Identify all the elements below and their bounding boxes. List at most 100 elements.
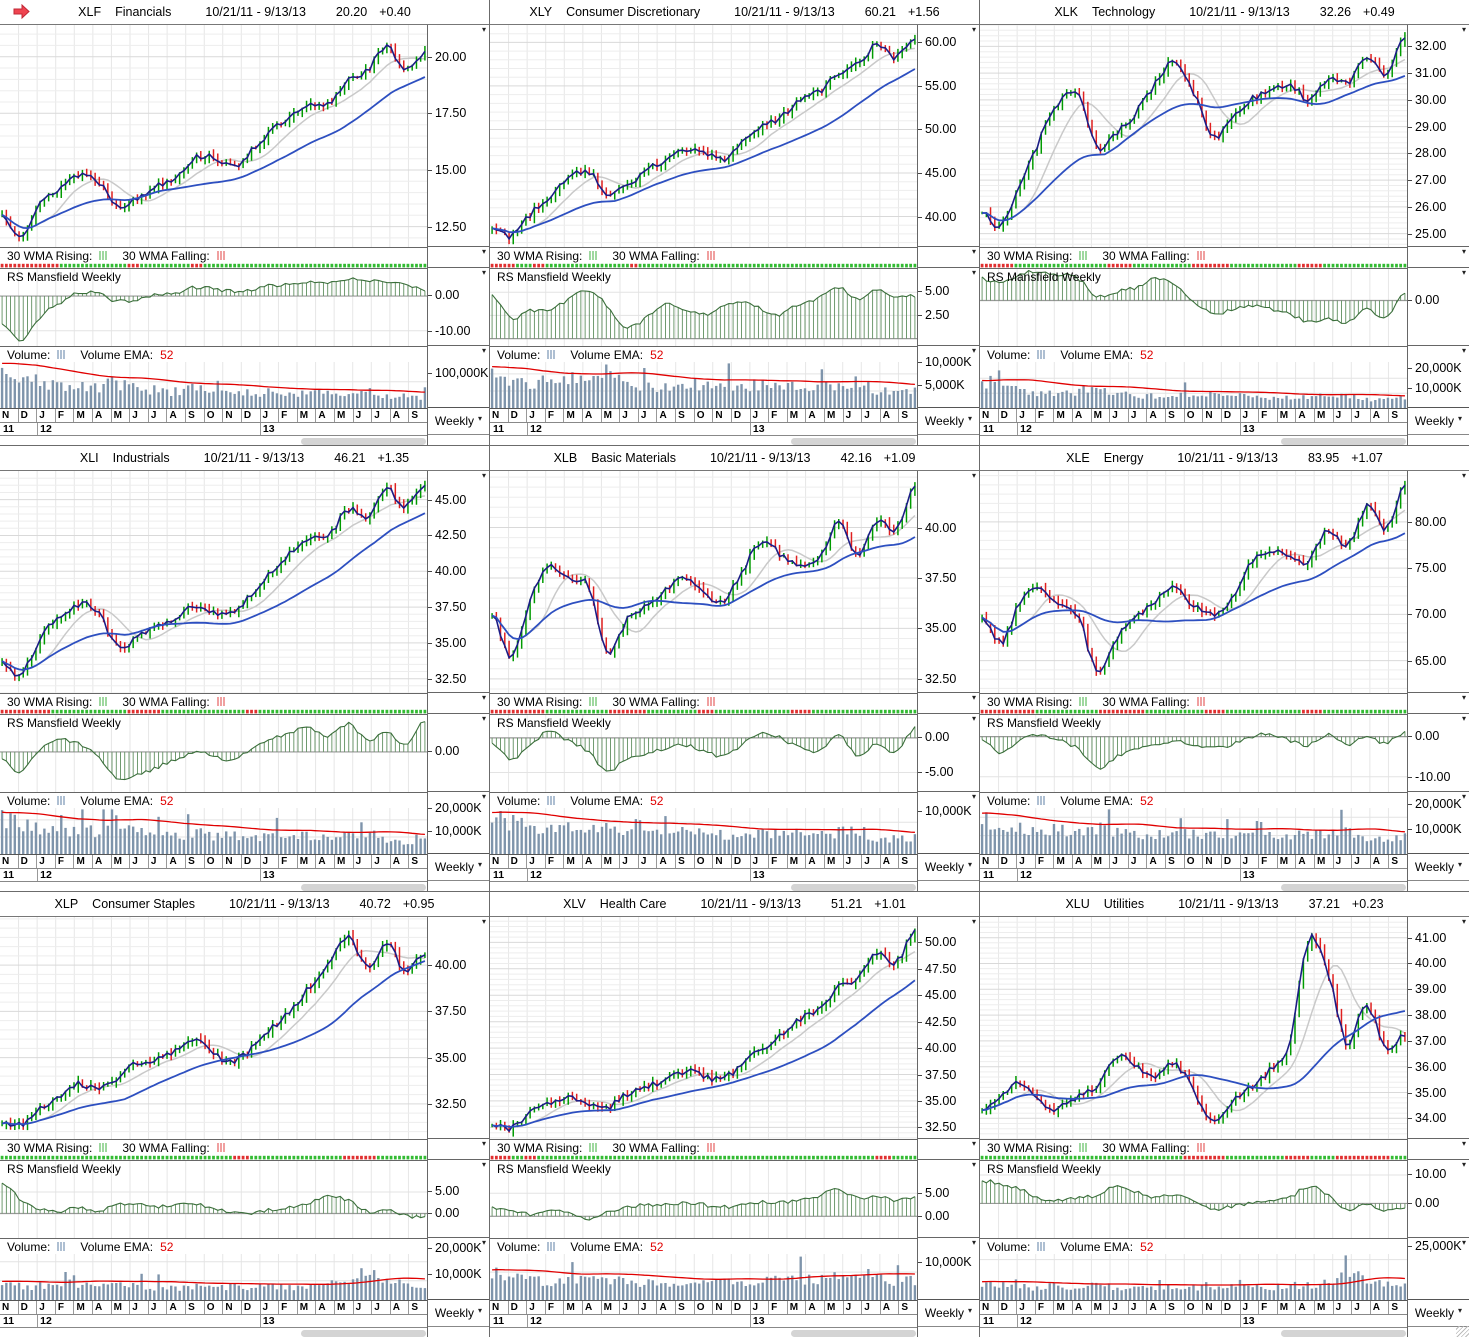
chevron-down-icon[interactable]: ▾ [1461, 268, 1466, 277]
timeframe-selector[interactable]: Weekly ▾ [1408, 854, 1469, 881]
chart-titlebar[interactable]: XLU Utilities 10/21/11 - 9/13/13 37.21 +… [980, 892, 1469, 917]
chart-titlebar[interactable]: XLK Technology 10/21/11 - 9/13/13 32.26 … [980, 0, 1469, 25]
chevron-down-icon[interactable]: ▾ [481, 714, 486, 723]
timeframe-selector[interactable]: Weekly ▾ [428, 1300, 489, 1327]
chevron-down-icon[interactable]: ▾ [1461, 346, 1466, 355]
chevron-down-icon[interactable]: ▾ [971, 1139, 976, 1148]
chart-titlebar[interactable]: XLY Consumer Discretionary 10/21/11 - 9/… [490, 0, 979, 25]
chevron-down-icon[interactable]: ▾ [1461, 471, 1466, 480]
chevron-down-icon[interactable]: ▾ [971, 714, 976, 723]
chevron-down-icon[interactable]: ▾ [481, 471, 486, 480]
scrollbar-thumb[interactable] [1281, 438, 1406, 445]
volume-panel[interactable]: Volume: Volume EMA: 52 [490, 1239, 917, 1301]
price-chart[interactable] [490, 471, 917, 694]
chevron-down-icon[interactable]: ▾ [1461, 693, 1466, 702]
chevron-down-icon[interactable]: ▾ [971, 1160, 976, 1169]
chevron-down-icon[interactable]: ▾ [971, 247, 976, 256]
scrollbar-thumb[interactable] [301, 438, 426, 445]
chevron-down-icon[interactable]: ▾ [481, 1139, 486, 1148]
volume-chart[interactable] [490, 808, 917, 854]
rs-mansfield-panel[interactable]: RS Mansfield Weekly [490, 1161, 917, 1239]
chevron-down-icon[interactable]: ▾ [481, 346, 486, 355]
timeframe-selector[interactable]: Weekly ▾ [918, 854, 979, 881]
window-resize-grip-icon[interactable] [1456, 1326, 1469, 1337]
chart-scrollbar[interactable] [490, 436, 917, 445]
scrollbar-thumb[interactable] [1281, 884, 1406, 891]
price-chart[interactable] [0, 25, 427, 248]
chevron-down-icon[interactable]: ▾ [1461, 1139, 1466, 1148]
volume-chart[interactable] [0, 808, 427, 854]
chevron-down-icon[interactable]: ▾ [971, 917, 976, 926]
volume-chart[interactable] [490, 362, 917, 408]
chevron-down-icon[interactable]: ▾ [481, 25, 486, 34]
chevron-down-icon[interactable]: ▾ [481, 792, 486, 801]
price-chart[interactable] [980, 917, 1407, 1140]
volume-chart[interactable] [980, 362, 1407, 408]
rs-mansfield-panel[interactable]: RS Mansfield Weekly [0, 269, 427, 347]
volume-panel[interactable]: Volume: Volume EMA: 52 [980, 793, 1407, 855]
price-chart[interactable] [490, 917, 917, 1140]
rs-mansfield-chart[interactable] [490, 269, 917, 346]
chevron-down-icon[interactable]: ▾ [971, 693, 976, 702]
chart-scrollbar[interactable] [980, 436, 1407, 445]
volume-panel[interactable]: Volume: Volume EMA: 52 [490, 347, 917, 409]
scrollbar-thumb[interactable] [791, 1330, 916, 1337]
volume-chart[interactable] [0, 1254, 427, 1300]
volume-chart[interactable] [0, 362, 427, 408]
chart-titlebar[interactable]: XLF Financials 10/21/11 - 9/13/13 20.20 … [0, 0, 489, 25]
scrollbar-thumb[interactable] [1281, 1330, 1406, 1337]
scrollbar-thumb[interactable] [791, 884, 916, 891]
timeframe-selector[interactable]: Weekly ▾ [428, 854, 489, 881]
volume-panel[interactable]: Volume: Volume EMA: 52 [0, 347, 427, 409]
price-chart[interactable] [0, 471, 427, 694]
chevron-down-icon[interactable]: ▾ [1461, 917, 1466, 926]
rs-mansfield-panel[interactable]: RS Mansfield Weekly [980, 269, 1407, 347]
chevron-down-icon[interactable]: ▾ [481, 247, 486, 256]
chevron-down-icon[interactable]: ▾ [481, 917, 486, 926]
scrollbar-thumb[interactable] [791, 438, 916, 445]
chevron-down-icon[interactable]: ▾ [971, 25, 976, 34]
rs-mansfield-panel[interactable]: RS Mansfield Weekly [490, 269, 917, 347]
rs-mansfield-chart[interactable] [0, 1161, 427, 1238]
chart-titlebar[interactable]: XLB Basic Materials 10/21/11 - 9/13/13 4… [490, 446, 979, 471]
chevron-down-icon[interactable]: ▾ [481, 1160, 486, 1169]
rs-mansfield-chart[interactable] [980, 269, 1407, 346]
chevron-down-icon[interactable]: ▾ [1461, 247, 1466, 256]
chart-scrollbar[interactable] [980, 882, 1407, 891]
rs-mansfield-chart[interactable] [980, 1161, 1407, 1238]
chevron-down-icon[interactable]: ▾ [971, 1238, 976, 1247]
chevron-down-icon[interactable]: ▾ [971, 346, 976, 355]
chart-scrollbar[interactable] [0, 436, 427, 445]
chevron-down-icon[interactable]: ▾ [971, 792, 976, 801]
volume-panel[interactable]: Volume: Volume EMA: 52 [490, 793, 917, 855]
rs-mansfield-chart[interactable] [0, 269, 427, 346]
price-chart[interactable] [980, 25, 1407, 248]
chevron-down-icon[interactable]: ▾ [481, 693, 486, 702]
volume-chart[interactable] [980, 1254, 1407, 1300]
chevron-down-icon[interactable]: ▾ [1461, 1238, 1466, 1247]
chart-titlebar[interactable]: XLV Health Care 10/21/11 - 9/13/13 51.21… [490, 892, 979, 917]
scrollbar-thumb[interactable] [301, 884, 426, 891]
chart-titlebar[interactable]: XLE Energy 10/21/11 - 9/13/13 83.95 +1.0… [980, 446, 1469, 471]
chevron-down-icon[interactable]: ▾ [1461, 25, 1466, 34]
timeframe-selector[interactable]: Weekly ▾ [1408, 408, 1469, 435]
chevron-down-icon[interactable]: ▾ [971, 471, 976, 480]
price-chart[interactable] [980, 471, 1407, 694]
timeframe-selector[interactable]: Weekly ▾ [1408, 1300, 1469, 1327]
rs-mansfield-chart[interactable] [490, 1161, 917, 1238]
timeframe-selector[interactable]: Weekly ▾ [918, 408, 979, 435]
timeframe-selector[interactable]: Weekly ▾ [428, 408, 489, 435]
rs-mansfield-chart[interactable] [980, 715, 1407, 792]
rs-mansfield-panel[interactable]: RS Mansfield Weekly [980, 715, 1407, 793]
chevron-down-icon[interactable]: ▾ [1461, 1160, 1466, 1169]
chart-scrollbar[interactable] [490, 882, 917, 891]
price-chart[interactable] [0, 917, 427, 1140]
chart-titlebar[interactable]: XLP Consumer Staples 10/21/11 - 9/13/13 … [0, 892, 489, 917]
chart-scrollbar[interactable] [490, 1328, 917, 1337]
rs-mansfield-panel[interactable]: RS Mansfield Weekly [980, 1161, 1407, 1239]
chart-titlebar[interactable]: XLI Industrials 10/21/11 - 9/13/13 46.21… [0, 446, 489, 471]
chevron-down-icon[interactable]: ▾ [1461, 714, 1466, 723]
rs-mansfield-panel[interactable]: RS Mansfield Weekly [0, 1161, 427, 1239]
volume-panel[interactable]: Volume: Volume EMA: 52 [0, 1239, 427, 1301]
rs-mansfield-chart[interactable] [490, 715, 917, 792]
